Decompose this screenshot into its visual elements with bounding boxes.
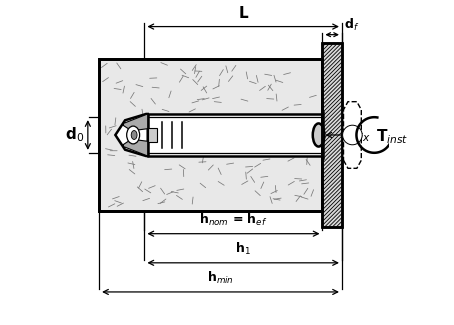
Polygon shape: [148, 114, 322, 156]
Text: h$_{nom}$ = h$_{ef}$: h$_{nom}$ = h$_{ef}$: [199, 212, 268, 228]
Polygon shape: [99, 59, 322, 211]
Polygon shape: [123, 139, 148, 156]
Ellipse shape: [127, 126, 140, 144]
Ellipse shape: [313, 124, 325, 147]
Polygon shape: [344, 130, 361, 168]
Text: h$_1$: h$_1$: [235, 241, 251, 257]
Circle shape: [343, 125, 362, 145]
Text: t$_{fix}$: t$_{fix}$: [348, 126, 371, 144]
Text: L: L: [238, 6, 248, 21]
Polygon shape: [344, 102, 361, 140]
Polygon shape: [322, 112, 323, 158]
Polygon shape: [115, 114, 148, 156]
Polygon shape: [322, 43, 342, 227]
Ellipse shape: [131, 131, 137, 139]
Polygon shape: [148, 128, 157, 142]
Polygon shape: [123, 114, 148, 131]
Text: h$_{min}$: h$_{min}$: [207, 270, 234, 286]
Text: d$_f$: d$_f$: [344, 17, 359, 33]
Text: T$_{inst}$: T$_{inst}$: [376, 127, 409, 146]
Text: d$_0$: d$_0$: [65, 126, 84, 144]
